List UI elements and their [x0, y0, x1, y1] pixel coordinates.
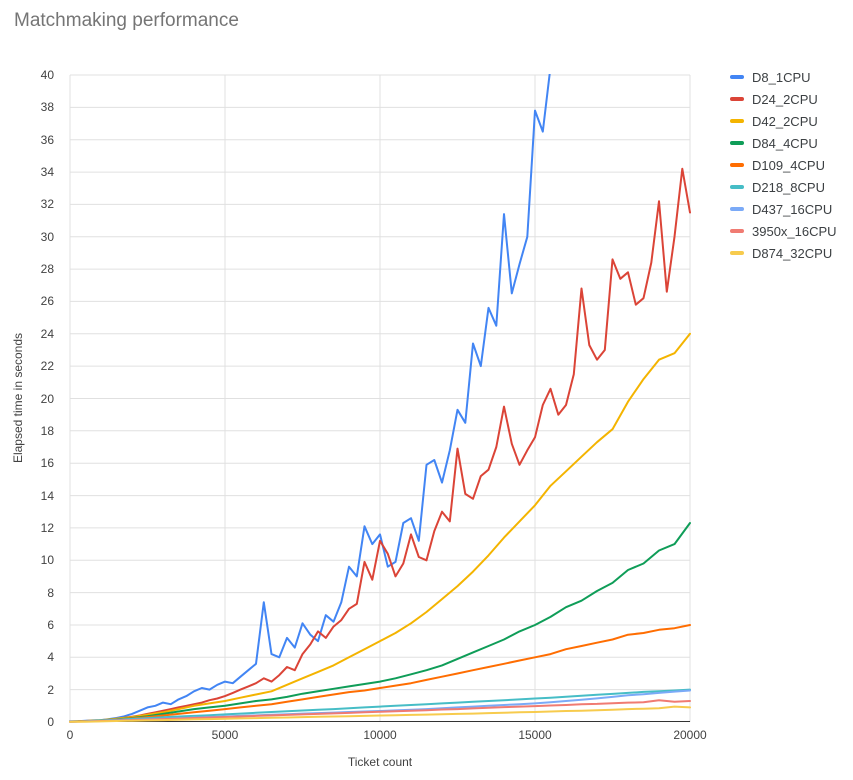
legend-label: D218_8CPU — [752, 179, 825, 195]
x-tick-label: 5000 — [211, 728, 239, 742]
x-axis-tick-labels: 0 5000 10000 15000 20000 — [67, 728, 707, 744]
legend-label: D437_16CPU — [752, 201, 833, 217]
y-tick-label: 8 — [47, 585, 54, 600]
legend-swatch — [730, 185, 744, 189]
y-tick-label: 18 — [40, 423, 54, 438]
legend-swatch — [730, 229, 744, 233]
legend-swatch — [730, 251, 744, 255]
y-tick-label: 40 — [40, 68, 54, 82]
y-tick-label: 34 — [40, 165, 54, 180]
y-tick-label: 10 — [40, 553, 54, 568]
y-tick-label: 38 — [40, 100, 54, 115]
legend-item[interactable]: D874_32CPU — [730, 242, 850, 264]
y-tick-label: 26 — [40, 294, 54, 309]
legend-swatch — [730, 141, 744, 145]
legend-label: D84_4CPU — [752, 135, 818, 151]
legend-item[interactable]: D24_2CPU — [730, 88, 850, 110]
y-tick-label: 2 — [47, 682, 54, 697]
chart-title: Matchmaking performance — [14, 10, 239, 31]
legend-label: D874_32CPU — [752, 245, 833, 261]
y-tick-label: 32 — [40, 197, 54, 212]
legend-swatch — [730, 207, 744, 211]
y-tick-label: 20 — [40, 391, 54, 406]
legend-item[interactable]: 3950x_16CPU — [730, 220, 850, 242]
legend: D8_1CPU D24_2CPU D42_2CPU D84_4CPU D109_4CPU… — [730, 66, 850, 264]
y-tick-label: 24 — [40, 326, 54, 341]
y-tick-label: 30 — [40, 229, 54, 244]
legend-label: 3950x_16CPU — [752, 223, 837, 239]
x-axis-title: Ticket count — [347, 755, 413, 769]
y-axis-tick-labels: 0 2 4 6 8 10 12 14 16 18 20 22 24 26 28 30 32 34 36 38 40 — [0, 68, 62, 729]
plot-area — [69, 74, 691, 723]
legend-item[interactable]: D109_4CPU — [730, 154, 850, 176]
legend-label: D24_2CPU — [752, 91, 818, 107]
y-tick-label: 4 — [47, 650, 54, 665]
x-tick-label: 0 — [66, 728, 74, 742]
y-tick-label: 22 — [40, 359, 54, 374]
y-tick-label: 36 — [40, 132, 54, 147]
legend-label: D109_4CPU — [752, 157, 825, 173]
legend-swatch — [730, 97, 744, 101]
legend-item[interactable]: D8_1CPU — [730, 66, 850, 88]
y-tick-label: 0 — [47, 715, 54, 729]
y-tick-label: 16 — [40, 456, 54, 471]
legend-swatch — [730, 119, 744, 123]
y-tick-label: 14 — [40, 488, 54, 503]
legend-swatch — [730, 75, 744, 79]
legend-item[interactable]: D42_2CPU — [730, 110, 850, 132]
legend-item[interactable]: D84_4CPU — [730, 132, 850, 154]
x-tick-label: 15000 — [518, 728, 552, 742]
legend-label: D42_2CPU — [752, 113, 818, 129]
x-tick-label: 20000 — [673, 728, 707, 742]
x-tick-label: 10000 — [363, 728, 397, 742]
y-tick-label: 6 — [47, 617, 54, 632]
legend-item[interactable]: D218_8CPU — [730, 176, 850, 198]
legend-item[interactable]: D437_16CPU — [730, 198, 850, 220]
legend-swatch — [730, 163, 744, 167]
y-tick-label: 28 — [40, 262, 54, 277]
legend-label: D8_1CPU — [752, 69, 811, 85]
y-tick-label: 12 — [40, 520, 54, 535]
